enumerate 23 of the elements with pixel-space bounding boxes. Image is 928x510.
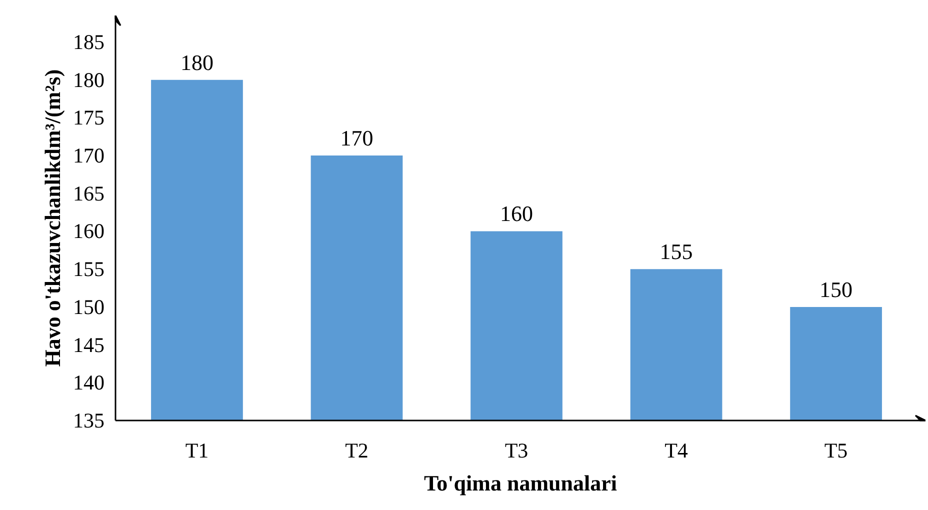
y-tick-label: 185 xyxy=(73,30,104,54)
data-label: 180 xyxy=(180,50,214,75)
y-tick-label: 165 xyxy=(73,181,104,206)
y-axis-title: Havo o'tkazuvchanlikdm³/(m²s) xyxy=(40,69,65,367)
x-tick-label: T4 xyxy=(664,438,688,462)
y-tick-label: 150 xyxy=(73,294,104,319)
x-tick-label: T2 xyxy=(345,438,368,462)
x-tick-label: T5 xyxy=(824,438,848,462)
data-label: 160 xyxy=(500,201,534,226)
y-tick-label: 160 xyxy=(73,219,104,244)
data-label: 155 xyxy=(660,239,693,264)
x-tick-label: T3 xyxy=(504,438,528,462)
y-tick-label: 140 xyxy=(73,370,104,395)
y-tick-label: 175 xyxy=(73,106,104,130)
y-tick-label: 170 xyxy=(73,144,104,168)
data-label: 170 xyxy=(340,126,374,151)
data-label: 150 xyxy=(820,276,853,302)
y-tick-label: 180 xyxy=(73,68,104,92)
x-axis-title: To'qima namunalari xyxy=(424,470,617,496)
y-tick-label: 155 xyxy=(73,257,104,282)
x-tick-label: T1 xyxy=(185,438,209,462)
y-tick-label: 135 xyxy=(73,408,104,432)
y-tick-label: 145 xyxy=(73,332,104,357)
